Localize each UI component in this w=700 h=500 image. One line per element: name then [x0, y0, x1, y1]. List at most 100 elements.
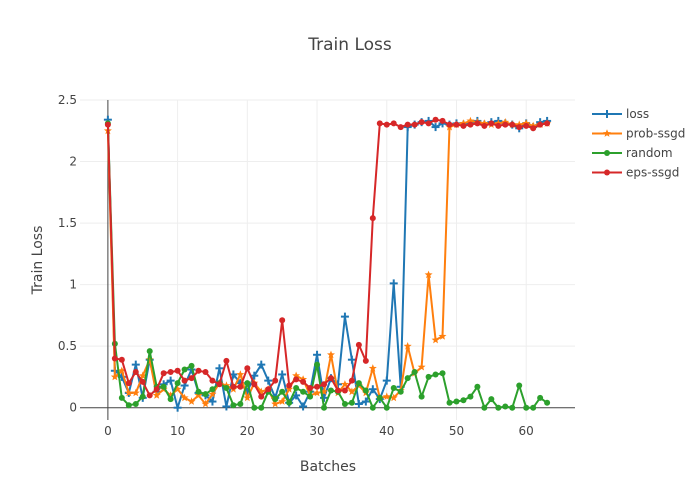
prob-ssgd-point	[285, 385, 294, 393]
eps-ssgd-point	[418, 119, 425, 126]
loss-point	[320, 393, 329, 402]
eps-ssgd-point	[334, 387, 341, 394]
random-point	[488, 396, 495, 403]
y-tick-label: 1.5	[58, 216, 77, 230]
random-point	[453, 398, 460, 405]
random-point	[467, 393, 474, 400]
prob-ssgd-point	[347, 387, 356, 396]
legend-label: random	[626, 146, 673, 160]
loss-point	[257, 360, 266, 369]
prob-ssgd-point	[466, 116, 475, 125]
gridlines	[80, 99, 575, 420]
random-point	[327, 387, 334, 394]
random-point	[383, 404, 390, 411]
legend-marker	[604, 150, 610, 156]
eps-ssgd-point	[467, 121, 474, 128]
random-point	[537, 394, 544, 401]
eps-ssgd-point	[474, 120, 481, 127]
prob-ssgd-point	[292, 371, 301, 380]
prob-ssgd-point	[389, 393, 398, 402]
random-point	[362, 387, 369, 394]
random-point	[223, 385, 230, 391]
random-point	[460, 397, 467, 404]
random-point	[432, 371, 439, 378]
series-eps-ssgd	[104, 116, 551, 400]
prob-ssgd-point	[327, 350, 335, 359]
eps-ssgd-point	[362, 357, 369, 364]
random-point	[502, 403, 509, 410]
y-tick-label: 0.5	[58, 339, 77, 353]
loss-point	[389, 279, 398, 288]
random-point	[314, 361, 321, 368]
x-tick-label: 20	[240, 424, 255, 438]
prob-ssgd-point	[382, 392, 391, 400]
loss-point	[208, 397, 217, 406]
random-point	[244, 380, 251, 387]
random-point	[321, 404, 328, 411]
prob-ssgd-point	[208, 390, 217, 398]
y-tick-label: 2	[69, 155, 77, 169]
legend-item-random[interactable]: random	[592, 146, 673, 160]
eps-ssgd-point	[446, 121, 453, 128]
random-point	[390, 385, 397, 391]
loss-point	[368, 385, 377, 394]
eps-ssgd-point	[348, 377, 355, 384]
eps-ssgd-point	[202, 369, 209, 375]
eps-ssgd-point	[111, 355, 118, 362]
eps-ssgd-point	[300, 378, 307, 385]
y-tick-label: 0	[69, 401, 77, 415]
random-point	[418, 393, 425, 400]
random-point	[509, 404, 516, 411]
series-random	[104, 120, 551, 411]
eps-ssgd-point	[321, 381, 328, 388]
random-point	[167, 396, 174, 403]
random-point	[481, 404, 488, 411]
random-point	[209, 386, 216, 393]
random-point	[425, 373, 432, 380]
loss-point	[361, 397, 370, 406]
eps-ssgd-point	[502, 121, 509, 128]
prob-ssgd-point	[152, 391, 161, 399]
eps-ssgd-point	[453, 121, 460, 128]
eps-ssgd-point	[279, 317, 286, 324]
prob-ssgd-point	[110, 372, 119, 381]
loss-point	[215, 364, 224, 373]
eps-ssgd-point	[251, 381, 258, 388]
prob-ssgd-point	[236, 370, 245, 378]
loss-point	[250, 371, 259, 380]
loss-point	[131, 360, 140, 369]
random-point	[341, 401, 348, 407]
random-point	[439, 370, 446, 377]
eps-ssgd-point	[383, 121, 390, 128]
legend-item-eps-ssgd[interactable]: eps-ssgd	[592, 166, 679, 180]
eps-ssgd-point	[153, 386, 160, 393]
eps-ssgd-point	[258, 393, 265, 400]
eps-ssgd-point	[181, 377, 188, 384]
loss-point	[382, 376, 391, 385]
eps-ssgd-point	[355, 341, 362, 348]
prob-ssgd-point	[403, 342, 412, 350]
prob-ssgd-point	[187, 397, 196, 405]
y-axis-title: Train Loss	[30, 226, 46, 296]
legend-marker	[604, 169, 610, 176]
x-tick-label: 60	[519, 424, 534, 438]
random-point	[188, 362, 195, 369]
x-tick-label: 50	[449, 424, 464, 438]
chart-title: Train Loss	[307, 35, 392, 55]
random-point	[139, 393, 146, 400]
eps-ssgd-point	[523, 122, 530, 129]
y-tick-label: 1	[69, 278, 77, 292]
prob-ssgd-point	[194, 391, 203, 399]
eps-ssgd-point	[307, 385, 314, 391]
prob-ssgd-point	[271, 399, 280, 408]
random-point	[411, 369, 418, 375]
random-point	[474, 383, 481, 390]
loss-point	[278, 370, 287, 379]
eps-ssgd-point	[293, 376, 300, 383]
eps-ssgd-point	[132, 369, 139, 375]
legend-item-loss[interactable]: loss	[592, 107, 649, 121]
legend-item-prob-ssgd[interactable]: prob-ssgd	[592, 127, 685, 141]
eps-ssgd-point	[327, 375, 334, 382]
eps-ssgd-point	[516, 124, 523, 131]
random-point	[355, 380, 362, 387]
